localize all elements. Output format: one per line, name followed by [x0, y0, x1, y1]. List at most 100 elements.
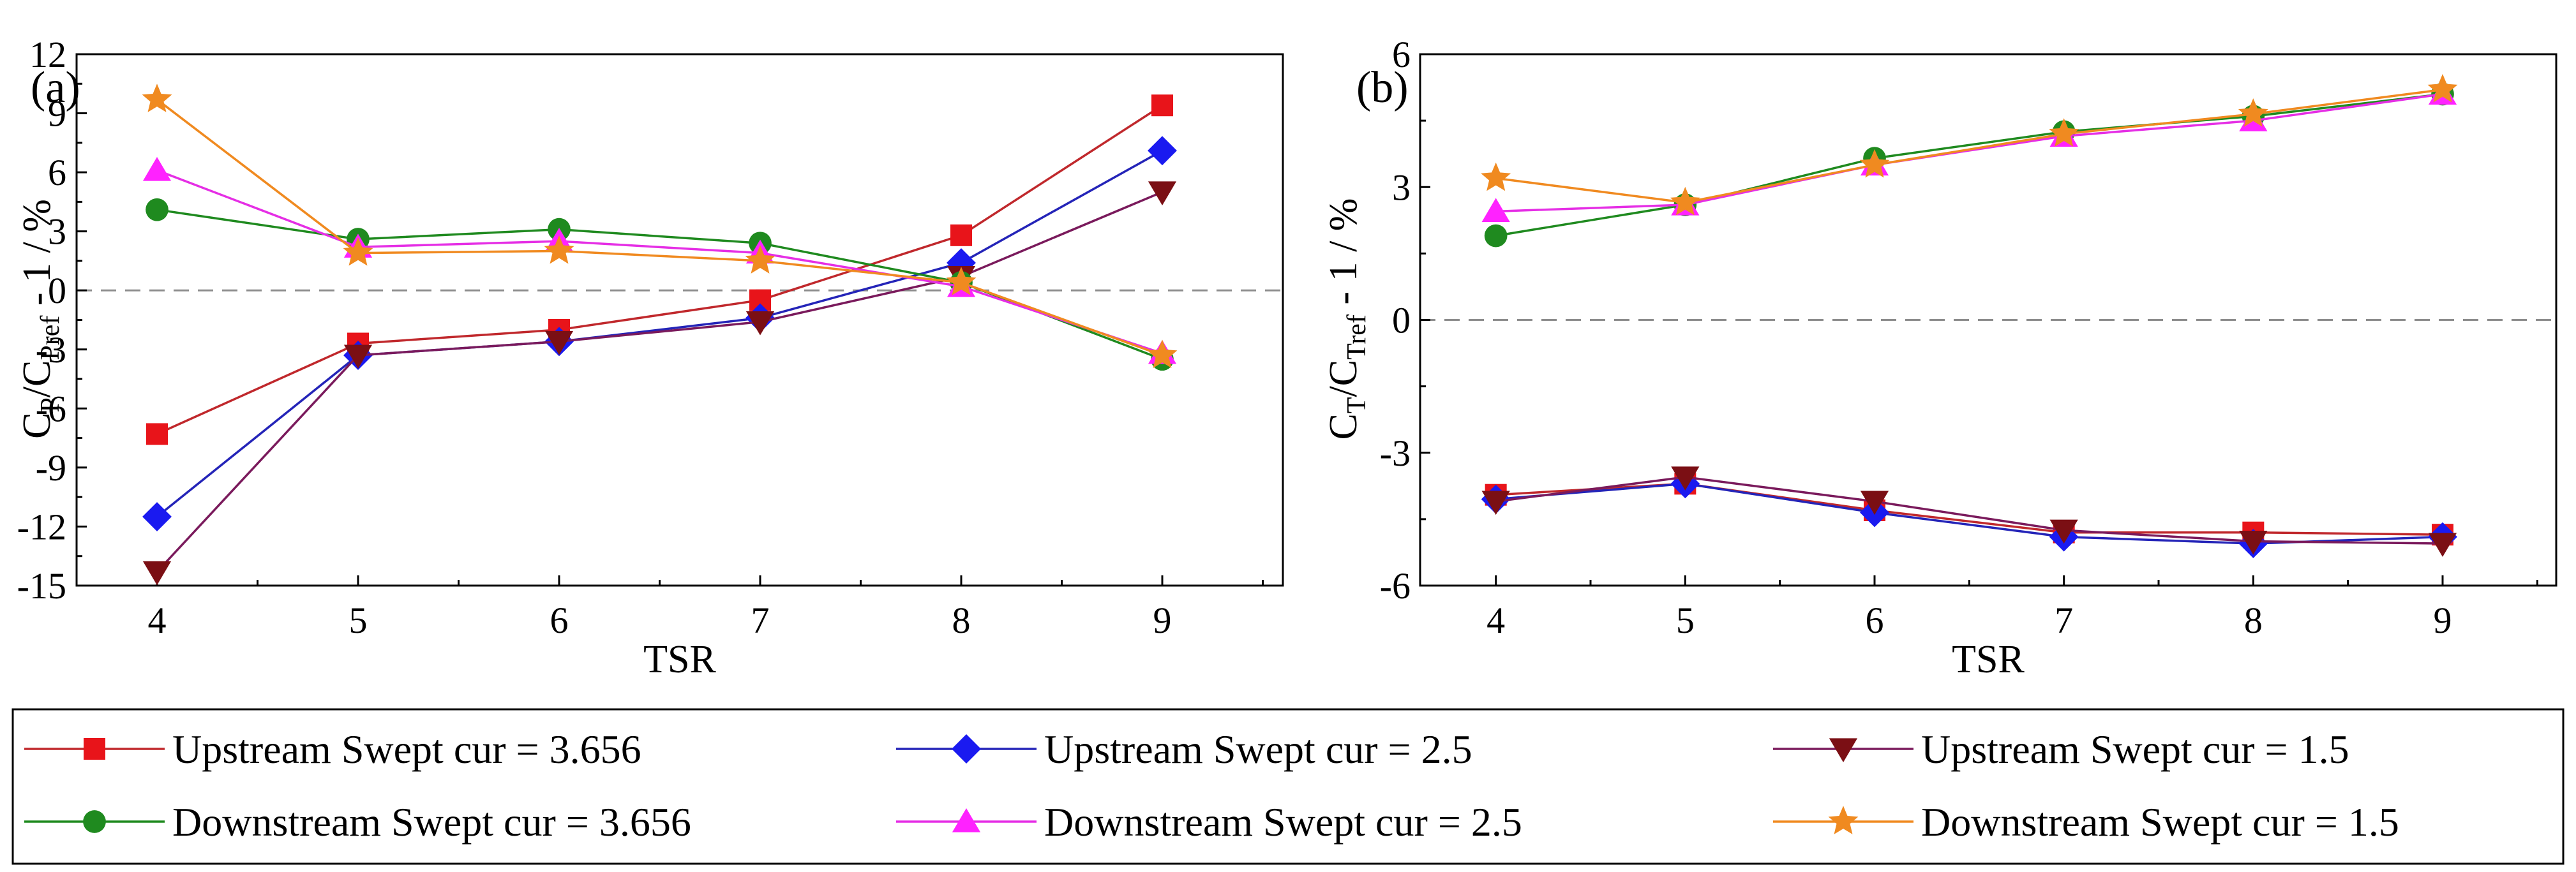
y-tick-label: -15 — [17, 565, 66, 607]
legend-marker — [1828, 806, 1859, 834]
data-point — [1481, 491, 1510, 515]
series-line — [156, 191, 1163, 573]
data-point — [142, 157, 172, 181]
series-line — [1495, 476, 2443, 545]
y-axis-label: CP/CPref - 1 / % — [15, 199, 65, 439]
x-tick-label: 7 — [751, 600, 770, 641]
data-point — [142, 561, 172, 586]
legend: Upstream Swept cur = 3.656 Upstream Swept… — [11, 708, 2565, 865]
legend-marker — [952, 808, 981, 832]
x-tick-label: 8 — [2244, 600, 2263, 641]
y-tick-label: -12 — [17, 506, 66, 547]
y-axis-label: CT/CTref - 1 / % — [1322, 198, 1372, 440]
series-3 — [142, 181, 1177, 586]
x-tick-label: 4 — [1486, 600, 1505, 641]
data-point — [1481, 162, 1511, 191]
y-tick-label: 6 — [1392, 34, 1411, 75]
data-point — [1148, 181, 1177, 205]
series-2 — [1481, 469, 2457, 559]
data-point — [745, 245, 775, 274]
y-tick-label: -6 — [36, 388, 66, 429]
x-tick-label: 7 — [2055, 600, 2073, 641]
panel-b: -6 -3 0 3 6 4 5 6 7 8 9 TSR CT/CTref - 1 / % (b) — [1322, 34, 2557, 681]
legend-item: Upstream Swept cur = 1.5 — [1773, 727, 2349, 772]
panel-a: -15 -12 -9 -6 -3 0 3 6 9 12 4 5 6 7 8 9 TSR CP/CPref - 1 … — [15, 34, 1284, 681]
data-point — [142, 84, 172, 112]
data-point — [2238, 98, 2268, 127]
data-point — [2427, 73, 2458, 103]
series-5 — [142, 157, 1177, 364]
legend-item: Downstream Swept cur = 2.5 — [896, 799, 1522, 845]
y-tick-label: -9 — [36, 447, 66, 489]
legend-item: Downstream Swept cur = 3.656 — [24, 799, 691, 845]
series-line — [156, 104, 1163, 435]
y-tick-label: 0 — [1392, 300, 1411, 341]
data-point — [950, 224, 972, 246]
y-tick-label: -3 — [1380, 432, 1411, 474]
y-tick-label: 9 — [48, 93, 66, 135]
data-point — [1671, 466, 1700, 491]
series-1 — [146, 94, 1173, 445]
plot-frame — [75, 53, 1284, 587]
x-tick-label: 9 — [2434, 600, 2452, 641]
data-point — [544, 235, 574, 264]
panel-label: (b) — [1356, 63, 1409, 112]
data-point — [2049, 519, 2078, 544]
legend-item: Downstream Swept cur = 1.5 — [1773, 799, 2399, 845]
series-line — [1495, 88, 2443, 204]
data-point — [1147, 339, 1178, 368]
data-point — [2239, 531, 2268, 555]
y-tick-label: 3 — [1392, 166, 1411, 208]
legend-marker — [84, 738, 105, 760]
series-6 — [142, 84, 1178, 368]
data-point — [544, 330, 574, 355]
series-line — [156, 149, 1163, 518]
data-point — [1151, 94, 1173, 117]
x-tick-label: 5 — [349, 600, 368, 641]
legend-label: Downstream Swept cur = 2.5 — [1044, 799, 1522, 845]
panel-label: (a) — [31, 63, 80, 112]
series-line — [156, 98, 1163, 357]
legend-item: Upstream Swept cur = 2.5 — [896, 727, 1472, 772]
x-axis-label: TSR — [643, 638, 716, 681]
series-3 — [1481, 466, 2457, 558]
legend-label: Upstream Swept cur = 3.656 — [172, 727, 641, 772]
y-tick-label: 3 — [48, 211, 66, 253]
data-point — [1481, 198, 1510, 223]
x-tick-label: 5 — [1676, 600, 1695, 641]
data-point — [2049, 118, 2079, 147]
data-point — [343, 237, 373, 266]
x-tick-label: 6 — [550, 600, 569, 641]
series-line — [1495, 482, 2443, 536]
data-point — [142, 502, 172, 531]
legend-marker — [952, 734, 981, 764]
legend-marker — [83, 810, 106, 833]
data-point — [1670, 186, 1700, 216]
data-point — [946, 267, 977, 295]
series-5 — [1481, 80, 2457, 223]
legend-label: Downstream Swept cur = 3.656 — [172, 799, 691, 845]
legend-label: Downstream Swept cur = 1.5 — [1921, 799, 2399, 845]
y-tick-label: 12 — [29, 34, 66, 75]
legend-label: Upstream Swept cur = 1.5 — [1921, 727, 2349, 772]
y-tick-label: -6 — [1380, 565, 1411, 607]
data-point — [1860, 491, 1889, 515]
data-point — [1859, 149, 1890, 178]
legend-label: Upstream Swept cur = 2.5 — [1044, 727, 1472, 772]
data-point — [146, 423, 168, 445]
data-point — [745, 311, 775, 336]
series-6 — [1481, 73, 2458, 216]
x-tick-label: 4 — [148, 600, 167, 641]
x-tick-label: 9 — [1153, 600, 1172, 641]
data-point — [1148, 136, 1177, 166]
series-line — [1495, 92, 2443, 237]
x-axis-label: TSR — [1952, 638, 2025, 681]
data-point — [343, 344, 373, 369]
series-line — [156, 208, 1163, 360]
y-tick-label: 6 — [48, 152, 66, 193]
legend-item: Upstream Swept cur = 3.656 — [24, 727, 641, 772]
series-line — [1495, 482, 2443, 545]
x-tick-label: 8 — [952, 600, 971, 641]
legend-frame — [11, 708, 2565, 865]
